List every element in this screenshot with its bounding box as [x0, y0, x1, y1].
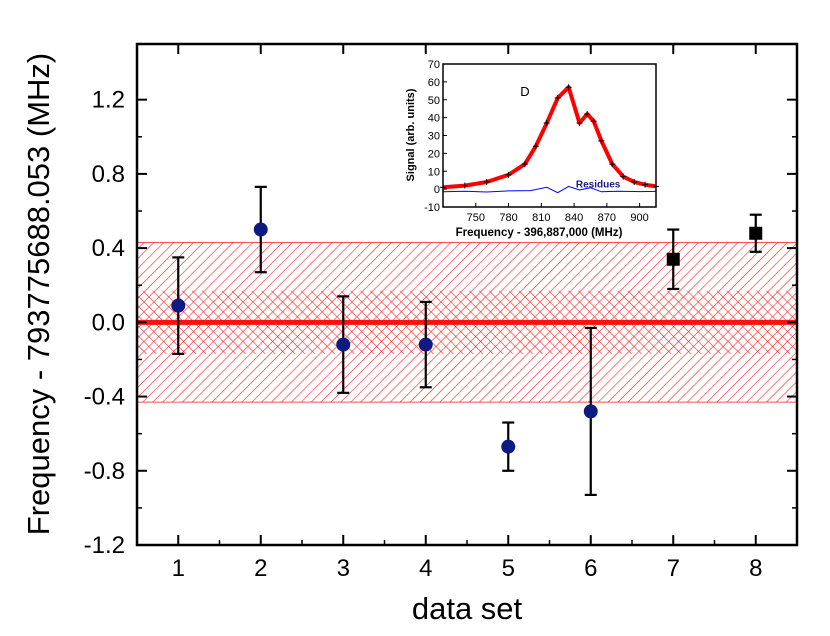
y-axis-ticks: -1.2 -0.8 -0.4 0.0 0.4 0.8 1.2 [84, 87, 797, 559]
y-tick-label: 1.2 [92, 87, 125, 114]
data-point [666, 252, 680, 266]
x-tick-label: 8 [749, 555, 762, 582]
y-axis-title: Frequency - 793775688.053 (MHz) [21, 53, 56, 535]
inset-x-tick-label: 900 [630, 212, 648, 224]
inset-x-tick-label: 870 [598, 212, 616, 224]
inset-y-tick-label: -10 [424, 202, 440, 214]
inset-label-d: D [520, 84, 529, 99]
x-tick-label: 3 [337, 555, 350, 582]
data-point [171, 298, 186, 313]
inset-residues-label: Residues [576, 179, 621, 190]
data-point [749, 226, 763, 240]
y-tick-label: 0.8 [92, 161, 125, 188]
y-tick-label: -0.8 [84, 458, 125, 485]
y-tick-label: 0.0 [92, 309, 125, 336]
inset-y-tick-label: 50 [428, 95, 440, 107]
y-tick-label: 0.4 [92, 235, 125, 262]
inset-y-tick-label: 60 [428, 77, 440, 89]
y-tick-label: -0.4 [84, 384, 125, 411]
inset-y-tick-label: 20 [428, 148, 440, 160]
data-point [583, 404, 598, 419]
x-axis-title: data set [412, 591, 523, 626]
inset-x-tick-label: 810 [532, 212, 550, 224]
x-tick-label: 7 [667, 555, 680, 582]
inset-y-axis-title: Signal (arb. units) [405, 88, 417, 181]
data-point [418, 337, 433, 352]
inset-plot: 750 780 810 840 870 900 -10 0 10 20 30 40 50 60 70 Fr… [400, 59, 660, 239]
x-tick-label: 4 [419, 555, 432, 582]
inset-y-axis-ticks: -10 0 10 20 30 40 50 60 70 [424, 59, 447, 214]
x-axis-ticks: 1 2 3 4 5 6 7 8 [172, 44, 762, 582]
x-tick-label: 2 [254, 555, 267, 582]
main-plot: 1 2 3 4 5 6 7 8 -1.2 -0.8 -0.4 0.0 0.4 0.8 1.2 data s… [21, 42, 799, 626]
inset-x-axis-ticks: 750 780 810 840 870 900 [467, 203, 649, 224]
inset-y-tick-label: 40 [428, 113, 440, 125]
data-point [253, 222, 268, 237]
inset-annotations: D Residues [520, 84, 621, 190]
inset-x-axis-title: Frequency - 396,887,000 (MHz) [456, 227, 623, 239]
inset-residues-line [442, 185, 657, 194]
inset-y-tick-label: 10 [428, 166, 440, 178]
inset-y-tick-label: 0 [434, 184, 440, 196]
inset-fit-curve [442, 85, 657, 190]
inset-x-tick-label: 750 [467, 212, 485, 224]
x-tick-label: 1 [172, 555, 185, 582]
data-points [171, 222, 763, 454]
data-point [501, 439, 516, 454]
inset-y-tick-label: 70 [428, 59, 440, 71]
x-tick-label: 6 [584, 555, 597, 582]
inset-x-tick-label: 840 [565, 212, 583, 224]
inset-x-tick-label: 780 [499, 212, 517, 224]
x-tick-label: 5 [502, 555, 515, 582]
y-tick-label: -1.2 [84, 532, 125, 559]
data-point [336, 337, 351, 352]
inset-y-tick-label: 30 [428, 131, 440, 143]
